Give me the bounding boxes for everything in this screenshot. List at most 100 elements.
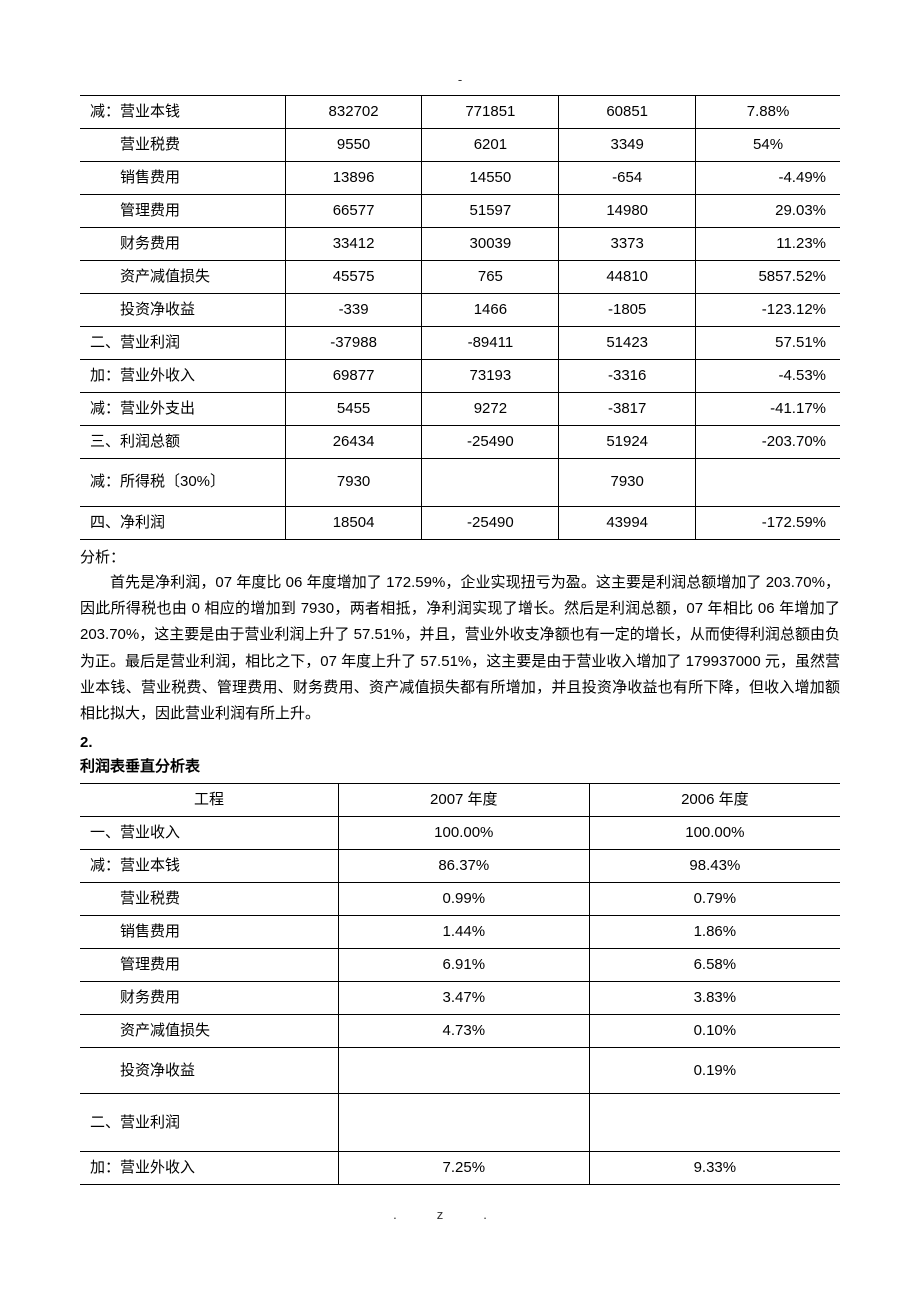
table-row: 三、利润总额26434-2549051924-203.70% (80, 425, 840, 458)
row-label: 营业税费 (80, 883, 338, 916)
analysis-heading: 分析： (80, 546, 840, 570)
table-row: 管理费用6.91%6.58% (80, 949, 840, 982)
t2-header-2007: 2007 年度 (338, 784, 589, 817)
row-val1: 13896 (285, 161, 422, 194)
table-row: 资产减值损失4.73%0.10% (80, 1015, 840, 1048)
row-label: 减：营业外支出 (80, 392, 285, 425)
row-val3: 3373 (559, 227, 696, 260)
horizontal-analysis-table: 减：营业本钱832702771851608517.88% 营业税费9550620… (80, 95, 840, 540)
row-val4 (696, 458, 840, 506)
row-label: 财务费用 (80, 982, 338, 1015)
table-row: 财务费用3.47%3.83% (80, 982, 840, 1015)
row-val2: 30039 (422, 227, 559, 260)
row-2006: 100.00% (589, 817, 840, 850)
t2-header-2006: 2006 年度 (589, 784, 840, 817)
row-val4: 5857.52% (696, 260, 840, 293)
table-row: 销售费用1389614550-654-4.49% (80, 161, 840, 194)
table-row: 管理费用66577515971498029.03% (80, 194, 840, 227)
table-row: 四、净利润18504-2549043994-172.59% (80, 506, 840, 539)
row-val4: 7.88% (696, 95, 840, 128)
row-val3: 44810 (559, 260, 696, 293)
table-row: 营业税费95506201334954% (80, 128, 840, 161)
row-2007: 86.37% (338, 850, 589, 883)
table-row: 二、营业利润 (80, 1094, 840, 1152)
page-header-mark: - (80, 70, 840, 91)
table-row: 资产减值损失45575765448105857.52% (80, 260, 840, 293)
row-label: 二、营业利润 (80, 326, 285, 359)
row-label: 二、营业利润 (80, 1094, 338, 1152)
row-2007 (338, 1048, 589, 1094)
row-label: 加：营业外收入 (80, 1152, 338, 1185)
row-label: 投资净收益 (80, 293, 285, 326)
row-2006: 9.33% (589, 1152, 840, 1185)
table-row: 减：营业外支出54559272-3817-41.17% (80, 392, 840, 425)
row-val1: 26434 (285, 425, 422, 458)
section-number: 2. (80, 731, 840, 755)
row-label: 资产减值损失 (80, 1015, 338, 1048)
row-val2: 51597 (422, 194, 559, 227)
row-val4: 54% (696, 128, 840, 161)
row-val2: 771851 (422, 95, 559, 128)
row-2006: 98.43% (589, 850, 840, 883)
row-val3: -3316 (559, 359, 696, 392)
row-label: 减：营业本钱 (80, 95, 285, 128)
row-2006: 1.86% (589, 916, 840, 949)
row-val1: 7930 (285, 458, 422, 506)
row-val2: -25490 (422, 425, 559, 458)
t2-header-row: 工程 2007 年度 2006 年度 (80, 784, 840, 817)
table-row: 财务费用3341230039337311.23% (80, 227, 840, 260)
row-val4: -123.12% (696, 293, 840, 326)
row-val4: 57.51% (696, 326, 840, 359)
row-val1: 33412 (285, 227, 422, 260)
row-2006: 0.79% (589, 883, 840, 916)
row-label: 三、利润总额 (80, 425, 285, 458)
row-label: 营业税费 (80, 128, 285, 161)
row-2006: 0.10% (589, 1015, 840, 1048)
row-2007: 6.91% (338, 949, 589, 982)
row-2006: 6.58% (589, 949, 840, 982)
row-val2: 9272 (422, 392, 559, 425)
row-val4: -203.70% (696, 425, 840, 458)
row-val2: -25490 (422, 506, 559, 539)
t2-header-item: 工程 (80, 784, 338, 817)
vertical-analysis-table: 工程 2007 年度 2006 年度 一、营业收入100.00%100.00%减… (80, 783, 840, 1185)
row-label: 销售费用 (80, 161, 285, 194)
row-val2: 6201 (422, 128, 559, 161)
table-row: 加：营业外收入7.25%9.33% (80, 1152, 840, 1185)
table-row: 加：营业外收入6987773193-3316-4.53% (80, 359, 840, 392)
row-val2: 1466 (422, 293, 559, 326)
table-row: 减：所得税〔30%〕79307930 (80, 458, 840, 506)
row-val1: 5455 (285, 392, 422, 425)
row-val4: -41.17% (696, 392, 840, 425)
row-val2 (422, 458, 559, 506)
row-val3: 7930 (559, 458, 696, 506)
row-label: 四、净利润 (80, 506, 285, 539)
row-label: 减：所得税〔30%〕 (80, 458, 285, 506)
row-2007: 4.73% (338, 1015, 589, 1048)
t2-body: 工程 2007 年度 2006 年度 一、营业收入100.00%100.00%减… (80, 784, 840, 1185)
row-val3: 3349 (559, 128, 696, 161)
table-row: 销售费用1.44%1.86% (80, 916, 840, 949)
analysis-paragraph: 首先是净利润，07 年度比 06 年度增加了 172.59%，企业实现扭亏为盈。… (80, 570, 840, 728)
row-val1: 832702 (285, 95, 422, 128)
row-2006 (589, 1094, 840, 1152)
row-2006: 3.83% (589, 982, 840, 1015)
row-2007: 0.99% (338, 883, 589, 916)
row-val2: 73193 (422, 359, 559, 392)
row-2007: 7.25% (338, 1152, 589, 1185)
row-val3: -654 (559, 161, 696, 194)
row-label: 资产减值损失 (80, 260, 285, 293)
row-val1: 66577 (285, 194, 422, 227)
row-label: 管理费用 (80, 949, 338, 982)
row-2007: 3.47% (338, 982, 589, 1015)
row-val3: -3817 (559, 392, 696, 425)
t1-body: 减：营业本钱832702771851608517.88% 营业税费9550620… (80, 95, 840, 539)
row-val2: -89411 (422, 326, 559, 359)
row-val4: 29.03% (696, 194, 840, 227)
table-row: 二、营业利润-37988-894115142357.51% (80, 326, 840, 359)
row-val4: 11.23% (696, 227, 840, 260)
row-val4: -4.49% (696, 161, 840, 194)
row-2007: 1.44% (338, 916, 589, 949)
row-val2: 765 (422, 260, 559, 293)
row-label: 财务费用 (80, 227, 285, 260)
